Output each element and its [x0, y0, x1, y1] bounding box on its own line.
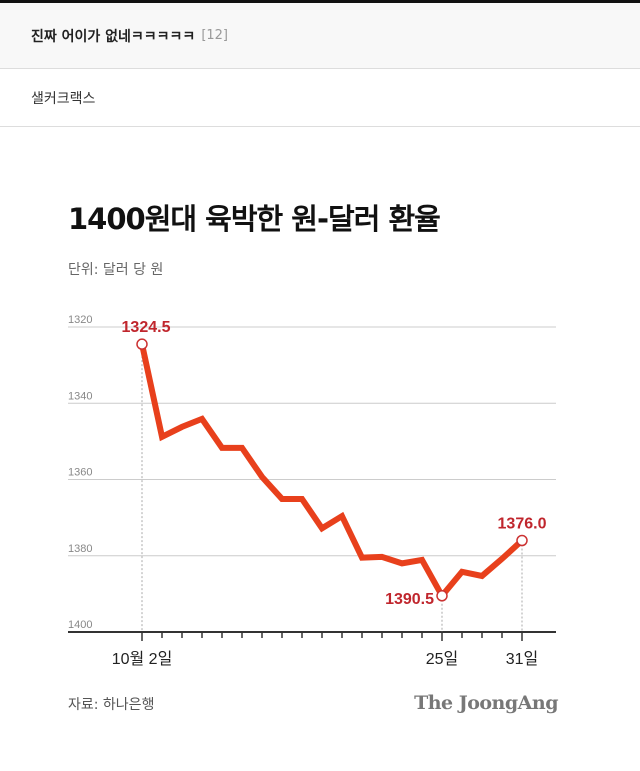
series-line [139, 343, 525, 602]
y-tick-label: 1320 [68, 314, 92, 326]
data-label: 1390.5 [385, 591, 434, 608]
post-header: 진짜 어이가 없네ㅋㅋㅋㅋㅋ [12] [0, 3, 640, 69]
joongang-logo: The JoongAng [414, 692, 558, 714]
data-point-marker [516, 534, 528, 547]
author-name[interactable]: 샐커크랙스 [31, 90, 96, 107]
chart-title: 1400원대 육박한 원-달러 환율 [68, 202, 441, 236]
y-tick-label: 1340 [68, 390, 92, 402]
x-tick-label: 25일 [426, 650, 459, 668]
x-tick-label: 31일 [506, 650, 539, 668]
author-bar: 샐커크랙스 [0, 69, 640, 127]
x-tick-label: 10월 2일 [112, 650, 173, 668]
source-label: 자료: 하나은행 [68, 697, 155, 713]
y-tick-label: 1400 [68, 619, 92, 631]
data-label: 1376.0 [498, 516, 547, 533]
data-point-marker [436, 590, 448, 602]
data-point-marker [136, 338, 148, 350]
y-tick-label: 1380 [68, 543, 92, 555]
post-title[interactable]: 진짜 어이가 없네ㅋㅋㅋㅋㅋ [31, 28, 196, 45]
comment-count[interactable]: [12] [201, 28, 228, 43]
top-border [0, 0, 640, 3]
data-label: 1324.5 [122, 319, 171, 336]
unit-label: 단위: 달러 당 원 [68, 262, 164, 278]
y-tick-label: 1360 [68, 467, 92, 479]
